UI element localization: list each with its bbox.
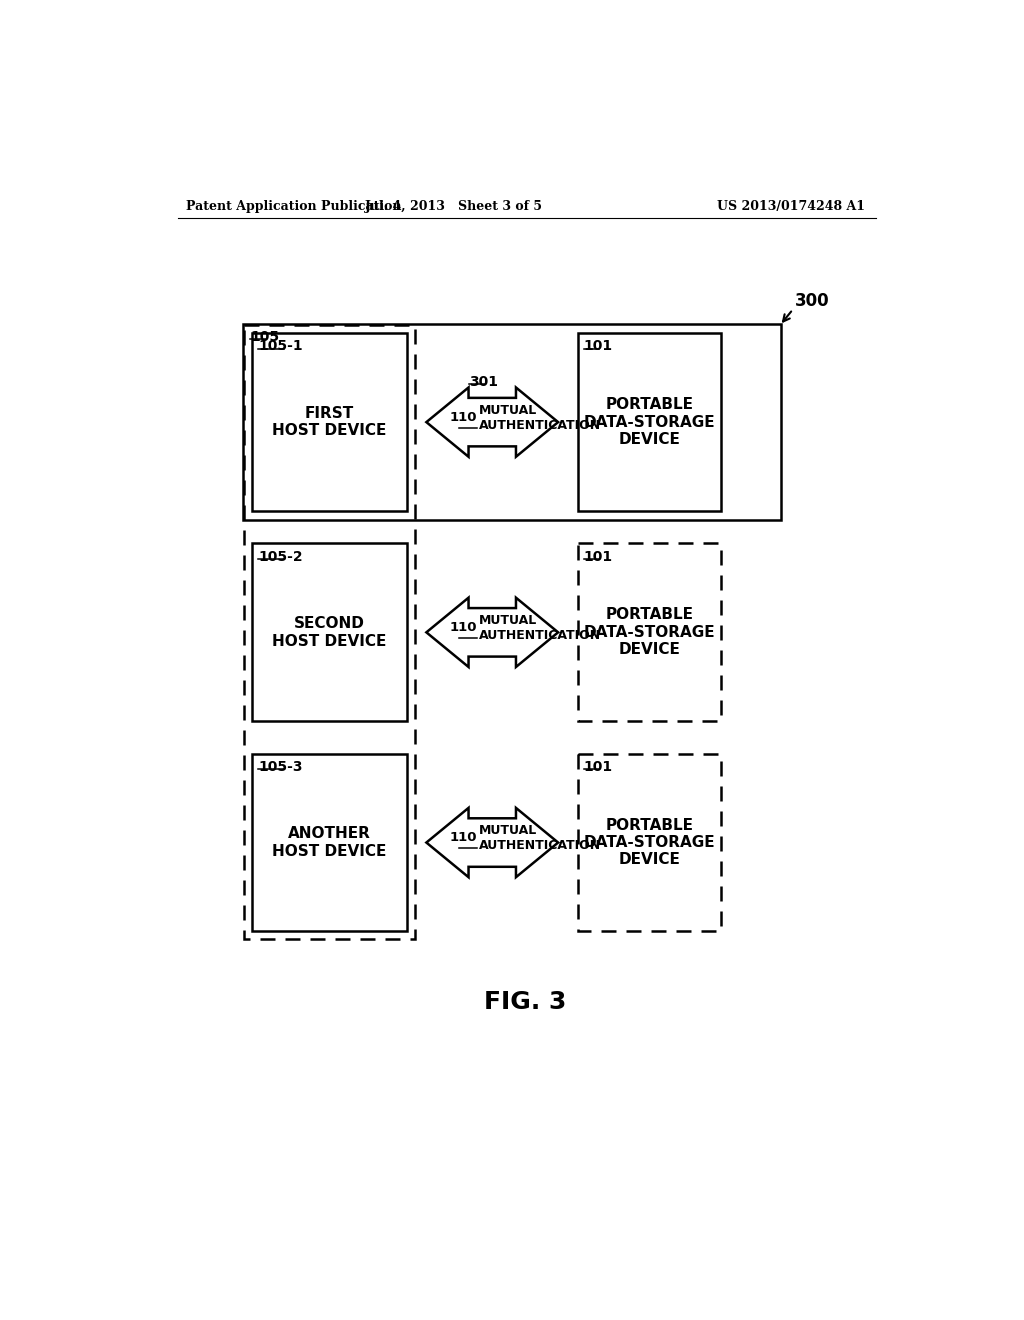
Text: MUTUAL
AUTHENTICATION: MUTUAL AUTHENTICATION <box>479 404 601 432</box>
Text: MUTUAL
AUTHENTICATION: MUTUAL AUTHENTICATION <box>479 824 601 851</box>
Text: 300: 300 <box>795 292 829 310</box>
Text: 105-1: 105-1 <box>258 339 303 354</box>
Text: 110: 110 <box>450 832 477 845</box>
Text: 105-2: 105-2 <box>258 549 303 564</box>
Text: 110: 110 <box>450 411 477 424</box>
Text: US 2013/0174248 A1: US 2013/0174248 A1 <box>717 199 865 213</box>
Text: 110: 110 <box>450 622 477 634</box>
Text: SECOND
HOST DEVICE: SECOND HOST DEVICE <box>272 616 387 648</box>
Text: PORTABLE
DATA-STORAGE
DEVICE: PORTABLE DATA-STORAGE DEVICE <box>584 607 715 657</box>
Text: Patent Application Publication: Patent Application Publication <box>186 199 401 213</box>
Text: FIRST
HOST DEVICE: FIRST HOST DEVICE <box>272 407 387 438</box>
Text: 101: 101 <box>584 549 612 564</box>
Text: 301: 301 <box>469 375 498 389</box>
Text: 101: 101 <box>584 339 612 354</box>
Text: Jul. 4, 2013   Sheet 3 of 5: Jul. 4, 2013 Sheet 3 of 5 <box>365 199 543 213</box>
Text: MUTUAL
AUTHENTICATION: MUTUAL AUTHENTICATION <box>479 614 601 642</box>
Text: PORTABLE
DATA-STORAGE
DEVICE: PORTABLE DATA-STORAGE DEVICE <box>584 397 715 447</box>
Text: 101: 101 <box>584 760 612 774</box>
Text: ANOTHER
HOST DEVICE: ANOTHER HOST DEVICE <box>272 826 387 859</box>
Text: 105-3: 105-3 <box>258 760 303 774</box>
Text: FIG. 3: FIG. 3 <box>483 990 566 1014</box>
Text: 105: 105 <box>251 330 280 345</box>
Text: PORTABLE
DATA-STORAGE
DEVICE: PORTABLE DATA-STORAGE DEVICE <box>584 817 715 867</box>
